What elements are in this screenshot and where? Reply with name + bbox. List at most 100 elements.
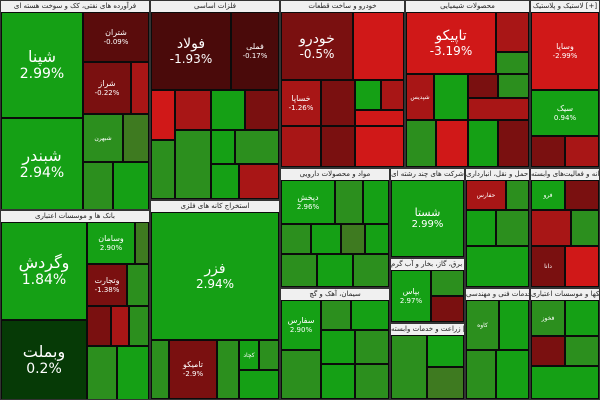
tile-small[interactable] <box>311 224 341 254</box>
tile-small[interactable] <box>565 136 599 167</box>
tile-small[interactable] <box>83 162 113 209</box>
tile-kachad[interactable]: کچاد <box>239 340 259 370</box>
tile-hafars[interactable]: حفارس <box>466 180 506 210</box>
tile-vetejarat[interactable]: وتجارت -1.38% <box>87 264 127 306</box>
tile-small[interactable] <box>355 126 404 167</box>
tile-small[interactable] <box>496 210 529 246</box>
tile-vasapa[interactable]: وساپا -2.99% <box>531 12 599 90</box>
tile-small[interactable] <box>239 164 279 199</box>
tile-small[interactable] <box>111 306 129 346</box>
sector-basic-metals[interactable]: فلزات اساسی فولاد -1.93% فملی -0.17% <box>150 0 280 200</box>
tile-small[interactable] <box>468 98 529 120</box>
tile-small[interactable] <box>498 74 529 98</box>
tile-small[interactable] <box>351 300 389 330</box>
tile-small[interactable] <box>151 90 175 140</box>
tile-small[interactable] <box>355 330 389 364</box>
tile-small[interactable] <box>565 246 599 287</box>
tile-small[interactable] <box>531 366 599 399</box>
tile-small[interactable] <box>431 270 464 296</box>
sector-cement[interactable]: سیمان، آهک و گچ سفارس 2.90% <box>280 288 390 400</box>
tile-fekha[interactable]: فخوز <box>531 300 565 336</box>
tile-khodro[interactable]: خودرو -0.5% <box>281 12 353 80</box>
tile-small[interactable] <box>235 130 279 164</box>
tile-foolad[interactable]: فولاد -1.93% <box>151 12 231 90</box>
tile-small[interactable] <box>571 210 599 246</box>
tile-small[interactable] <box>321 330 355 364</box>
sector-ore-mining[interactable]: استخراج کانه های فلزی فزر 2.94% تامیکو -… <box>150 200 280 400</box>
tile-small[interactable] <box>565 336 599 366</box>
tile-small[interactable] <box>321 126 355 167</box>
sector-automotive[interactable]: خودرو و ساخت قطعات خودرو -0.5% خساپا -1.… <box>280 0 405 168</box>
sector-transport[interactable]: حمل و نقل، انبارداری [+] حفارس <box>465 168 530 288</box>
tile-small[interactable] <box>321 80 355 126</box>
tile-small[interactable] <box>317 254 353 287</box>
sector-agriculture[interactable]: زراعت و خدمات وابسته [+] <box>390 323 465 400</box>
tile-small[interactable] <box>381 80 404 110</box>
tile-small[interactable] <box>496 350 529 399</box>
tile-small[interactable] <box>531 136 565 167</box>
tile-khesapa[interactable]: خساپا -1.26% <box>281 80 321 126</box>
tile-small[interactable] <box>127 264 149 306</box>
tile-vesamen[interactable]: وسامان 2.90% <box>87 222 135 264</box>
tile-small[interactable] <box>87 306 111 346</box>
sector-banks[interactable]: بانک ها و موسسات اعتباری وگردش 1.84% وبم… <box>0 210 150 400</box>
tile-small[interactable] <box>321 364 355 399</box>
tile-shepdis[interactable]: شپدیس <box>406 74 434 120</box>
tile-small[interactable] <box>175 90 211 130</box>
tile-small[interactable] <box>466 246 529 287</box>
tile-small[interactable] <box>355 80 381 110</box>
tile-shasta[interactable]: شستا 2.99% <box>391 180 464 257</box>
tile-dana[interactable]: دانا <box>531 246 565 287</box>
tile-dpakhsh[interactable]: دپخش 2.96% <box>281 180 335 224</box>
tile-shetran[interactable]: شتران -0.09% <box>83 12 149 62</box>
tile-small[interactable] <box>211 90 245 130</box>
tile-small[interactable] <box>245 90 279 130</box>
tile-small[interactable] <box>499 300 529 350</box>
tile-tamiko[interactable]: تامیکو -2.9% <box>169 340 217 399</box>
tile-small[interactable] <box>565 180 599 210</box>
tile-small[interactable] <box>335 180 363 224</box>
tile-fazar[interactable]: فزر 2.94% <box>151 212 279 340</box>
tile-small[interactable] <box>151 340 169 399</box>
tile-sheraz[interactable]: شراز -0.22% <box>83 62 131 114</box>
sector-utilities[interactable]: عرضه برق، گاز، بخار و آب گرم [+] بپاس 2.… <box>390 258 465 323</box>
tile-small[interactable] <box>355 364 389 399</box>
tile-small[interactable] <box>135 222 149 264</box>
tile-small[interactable] <box>531 210 571 246</box>
tile-bekhas[interactable]: بپاس 2.97% <box>391 270 431 322</box>
tile-small[interactable] <box>498 120 529 167</box>
tile-small[interactable] <box>321 300 351 330</box>
tile-small[interactable] <box>113 162 149 209</box>
tile-small[interactable] <box>466 210 496 246</box>
tile-small[interactable] <box>87 346 117 399</box>
tile-small[interactable] <box>427 335 464 367</box>
sector-computing[interactable]: رایانه و فعالیت‌های وابسته [+] فرو دانا <box>530 168 600 288</box>
tile-small[interactable] <box>531 336 565 366</box>
tile-small[interactable] <box>391 335 427 399</box>
tile-small[interactable] <box>468 74 498 98</box>
tile-shebandar[interactable]: شبندر 2.94% <box>1 118 83 209</box>
tile-sefars[interactable]: سفارس 2.90% <box>281 300 321 350</box>
tile-shebehran[interactable]: شبهرن <box>83 114 123 162</box>
sector-pharma[interactable]: مواد و محصولات دارویی دپخش 2.96% <box>280 168 390 288</box>
tile-small[interactable] <box>129 306 149 346</box>
tile-small[interactable] <box>123 114 149 162</box>
tile-small[interactable] <box>281 224 311 254</box>
tile-small[interactable] <box>281 350 321 399</box>
tile-small[interactable] <box>239 370 279 399</box>
sector-engineering[interactable]: خدمات فنی و مهندسی [+] کاوه <box>465 288 530 400</box>
tile-small[interactable] <box>353 12 404 80</box>
tile-small[interactable] <box>355 110 404 126</box>
tile-small[interactable] <box>365 224 389 254</box>
tile-small[interactable] <box>341 224 365 254</box>
tile-small[interactable] <box>281 254 317 287</box>
tile-small[interactable] <box>131 62 149 114</box>
tile-shepna[interactable]: شپنا 2.99% <box>1 12 83 118</box>
tile-small[interactable] <box>427 367 464 399</box>
tile-small[interactable] <box>217 340 239 399</box>
tile-small[interactable] <box>436 120 468 167</box>
tile-small[interactable] <box>434 74 468 120</box>
sector-multi-industry[interactable]: شرکت های چند رشته ای شستا 2.99% <box>390 168 465 258</box>
tile-small[interactable] <box>406 120 436 167</box>
